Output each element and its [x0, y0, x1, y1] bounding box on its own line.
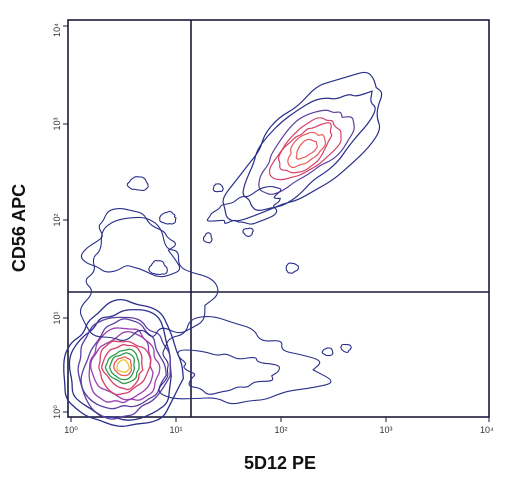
contour-ring: [158, 316, 332, 405]
y-tick-label: 10²: [52, 213, 62, 226]
contour-ring: [321, 347, 334, 357]
contour-ring: [79, 216, 219, 341]
y-tick-label: 10¹: [52, 311, 62, 324]
x-tick-label: 10³: [379, 425, 392, 435]
contour-ring: [63, 298, 184, 427]
x-tick-label: 10¹: [169, 425, 182, 435]
contour-ring: [98, 340, 152, 396]
contour-ring: [148, 260, 168, 276]
contour-ring: [68, 309, 172, 421]
contour-ring: [116, 359, 130, 373]
x-tick-label: 10⁴: [480, 425, 494, 435]
contour-ring: [77, 316, 171, 420]
contour-ring: [268, 117, 342, 181]
contour-ring: [177, 349, 280, 395]
contour-ring: [113, 356, 132, 377]
contour-lines: [63, 71, 383, 427]
contour-ring: [90, 331, 154, 401]
y-tick-label: 10³: [52, 117, 62, 130]
x-ticks: 10⁰ 10¹ 10² 10³ 10⁴: [64, 417, 494, 435]
y-tick-label: 10⁰: [52, 405, 62, 419]
contour-ring: [206, 185, 282, 225]
contour-ring: [285, 262, 300, 274]
contour-ring: [340, 343, 352, 354]
contour-ring: [104, 348, 140, 385]
plot-frame: [67, 19, 490, 418]
contour-ring: [258, 109, 355, 195]
x-axis-title: 5D12 PE: [244, 453, 316, 473]
contour-ring: [212, 183, 224, 193]
contour-ring: [242, 90, 376, 211]
contour-ring: [80, 207, 181, 278]
contour-ring: [202, 232, 213, 244]
contour-ring: [159, 210, 177, 225]
y-axis-title: CD56 APC: [9, 184, 29, 272]
x-tick-label: 10²: [274, 425, 287, 435]
contour-ring: [101, 344, 144, 391]
contour-ring: [277, 122, 333, 174]
contour-ring: [126, 176, 149, 191]
contour-ring: [287, 131, 327, 169]
contour-ring: [222, 71, 383, 222]
contour-ring: [109, 352, 136, 381]
contour-ring: [80, 318, 167, 410]
y-ticks: 10⁰ 10¹ 10² 10³ 10⁴: [52, 23, 68, 419]
x-tick-label: 10⁰: [64, 425, 78, 435]
contour-ring: [242, 227, 254, 238]
contour-ring: [295, 138, 318, 160]
y-tick-label: 10⁴: [52, 23, 62, 37]
